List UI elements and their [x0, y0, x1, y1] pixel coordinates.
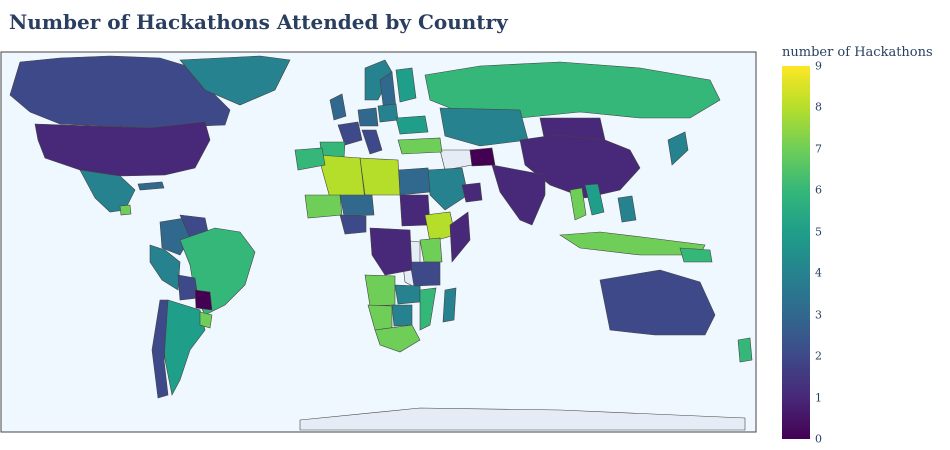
country-somalia[interactable]: Somalia: 1 — [449, 211, 471, 263]
country-botswana[interactable]: Botswana: 4 — [391, 304, 413, 327]
country-chile[interactable]: Chile: 2 — [151, 299, 169, 399]
colorbar-tick-label: 9 — [815, 59, 822, 73]
country-japan[interactable]: Japan: 4 — [667, 131, 689, 166]
country-mali[interactable]: Mali: 7 — [304, 194, 343, 219]
country-poland[interactable]: Poland: 4 — [377, 103, 399, 123]
colorbar-tick-label: 6 — [815, 183, 822, 197]
colorbar-tick-label: 0 — [815, 432, 822, 446]
country-afghanistan[interactable]: Afghanistan: 0 — [469, 147, 496, 167]
country-france[interactable]: France: 2 — [337, 121, 363, 146]
colorbar-tick-label: 1 — [815, 391, 822, 405]
country-papua-new-guinea[interactable]: Papua New Guinea: 6 — [679, 247, 713, 263]
country-united-states[interactable]: United States: 1 — [34, 121, 211, 177]
country-niger[interactable]: Niger: 3 — [339, 194, 375, 217]
country-australia[interactable]: Australia: 2 — [599, 269, 716, 336]
country-uruguay[interactable]: Uruguay: 7 — [199, 311, 213, 329]
country-italy[interactable]: Italy: 2 — [361, 129, 383, 155]
country-madagascar[interactable]: Madagascar: 4 — [442, 287, 457, 323]
country-cuba[interactable]: Cuba: 3 — [137, 181, 165, 191]
country-kenya[interactable]: Kenya: 7 — [419, 237, 443, 263]
country-united-kingdom[interactable]: United Kingdom: 3 — [329, 93, 347, 121]
country-ukraine[interactable]: Ukraine: 5 — [395, 115, 429, 135]
country-new-zealand[interactable]: New Zealand: 6 — [737, 337, 753, 363]
country-canada[interactable]: Canada: 2 — [9, 55, 231, 129]
country-india[interactable]: India: 1 — [491, 164, 546, 226]
colorbar-tick-label: 8 — [815, 100, 822, 114]
country-oman[interactable]: Oman: 1 — [461, 182, 483, 203]
country-finland[interactable]: Finland: 5 — [395, 67, 417, 103]
country-sudan[interactable]: Sudan: 1 — [399, 194, 431, 227]
no-data-region-2 — [299, 407, 746, 431]
country-philippines[interactable]: Philippines: 4 — [617, 195, 637, 223]
country-guatemala[interactable]: Guatemala: 7 — [119, 204, 132, 216]
country-egypt[interactable]: Egypt: 3 — [397, 167, 431, 196]
country-kazakhstan[interactable]: Kazakhstan: 4 — [439, 107, 529, 147]
regions-layer: Canada: 2United States: 1Greenland: 4Mex… — [9, 55, 753, 431]
country-angola[interactable]: Angola: 7 — [364, 274, 396, 307]
country-zambia[interactable]: Zambia: 4 — [394, 284, 421, 305]
country-bolivia[interactable]: Bolivia: 2 — [177, 274, 199, 301]
country-mozambique[interactable]: Mozambique: 6 — [419, 287, 437, 331]
country-turkey[interactable]: Turkey: 7 — [397, 137, 443, 155]
colorbar-tick-label: 3 — [815, 308, 822, 322]
colorbar-tick-label: 5 — [815, 225, 822, 239]
country-morocco[interactable]: Morocco: 6 — [294, 147, 326, 171]
country-congo-drc-[interactable]: Congo (DRC): 1 — [369, 227, 413, 276]
country-south-africa[interactable]: South Africa: 7 — [374, 324, 421, 353]
colorbar-tick-label: 2 — [815, 349, 822, 363]
country-nigeria[interactable]: Nigeria: 2 — [339, 214, 367, 235]
colorbar-title: number of Hackathons — [782, 45, 933, 60]
country-libya[interactable]: Libya: 8 — [359, 157, 401, 196]
country-tanzania[interactable]: Tanzania: 2 — [409, 261, 441, 287]
country-vietnam[interactable]: Vietnam: 5 — [584, 183, 605, 216]
country-thailand[interactable]: Thailand: 7 — [569, 187, 587, 221]
country-greenland[interactable]: Greenland: 4 — [179, 55, 291, 106]
colorbar-tick-label: 4 — [815, 266, 822, 280]
colorbar — [782, 66, 810, 439]
page-title: Number of Hackathons Attended by Country — [9, 10, 508, 34]
country-germany[interactable]: Germany: 3 — [357, 107, 379, 127]
country-paraguay[interactable]: Paraguay: 0 — [194, 289, 213, 311]
country-peru[interactable]: Peru: 4 — [149, 244, 181, 291]
colorbar-tick-label: 7 — [815, 142, 822, 156]
